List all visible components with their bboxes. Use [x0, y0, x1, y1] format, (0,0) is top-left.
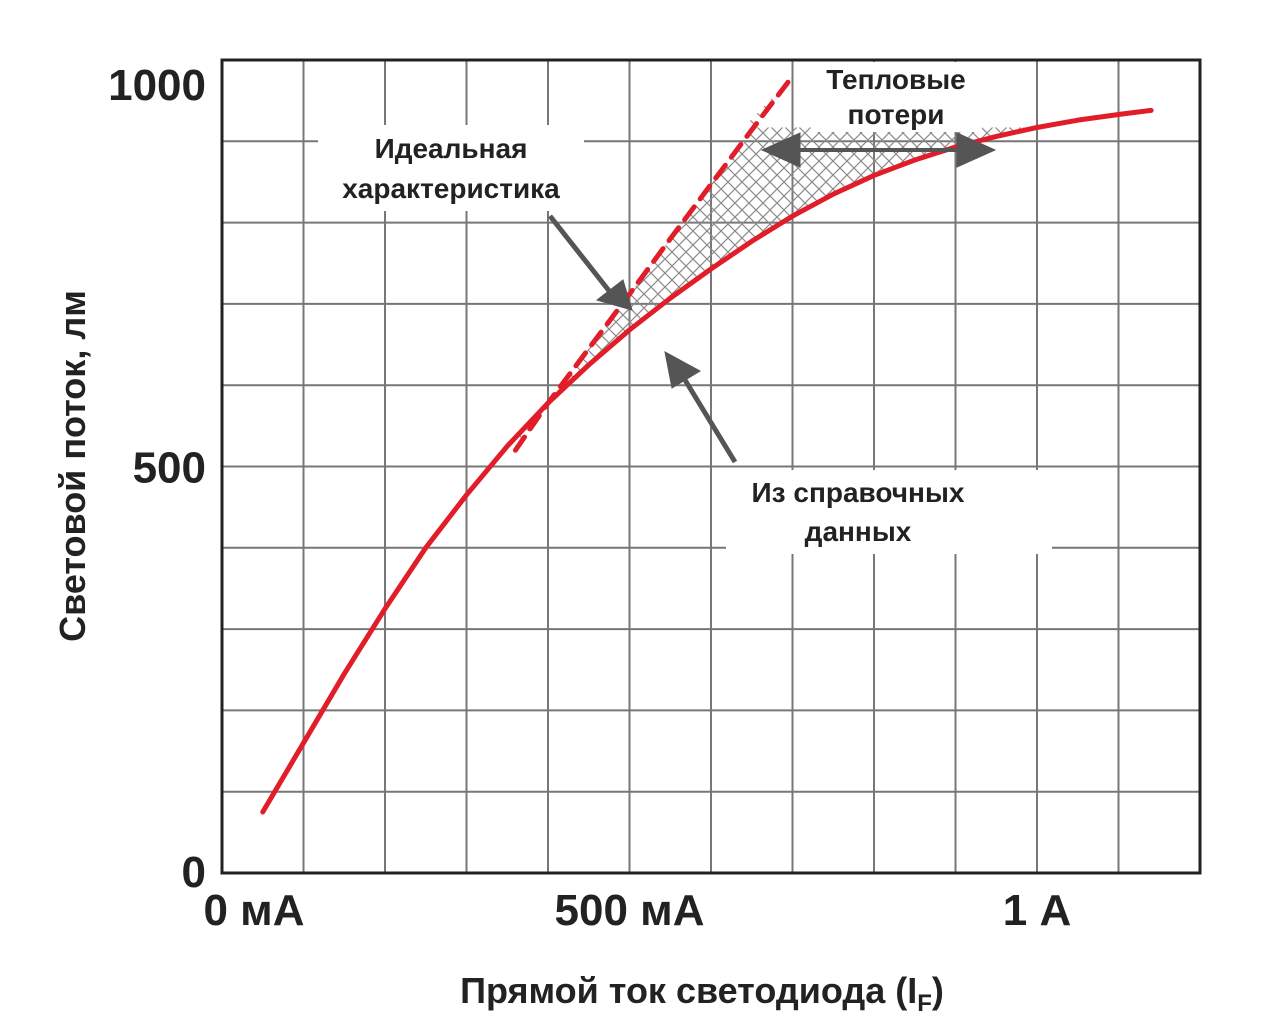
thermal-label-line1: Тепловые — [826, 64, 965, 95]
datasheet-label-bg — [726, 470, 1052, 554]
arrows — [548, 132, 997, 464]
thermal-loss-area — [515, 76, 1037, 451]
datasheet-label-line1: Из справочных — [752, 477, 965, 508]
thermal-label-bg — [812, 62, 982, 132]
x-axis-title: Прямой ток светодиода (IF) — [460, 970, 944, 1014]
x-tick-label: 500 мА — [555, 886, 705, 935]
arrow-ideal-head — [595, 279, 633, 311]
arrow-datasheet-line — [682, 378, 738, 464]
arrow-thermal-head-right — [956, 132, 997, 168]
y-tick-label: 0 — [182, 848, 206, 897]
y-tick-label: 500 — [133, 444, 206, 493]
datasheet-label-line2: данных — [805, 516, 912, 547]
x-tick-label: 0 мА — [203, 886, 304, 935]
thermal-label-line2: потери — [848, 99, 945, 130]
y-axis-title: Световой поток, лм — [52, 290, 93, 642]
arrow-ideal-line — [548, 214, 612, 294]
arrow-thermal-head-left — [760, 132, 801, 168]
ticks-layer: 0 мА 500 мА 1 А 0 500 1000 — [108, 61, 1071, 935]
x-axis-title-sub: F — [917, 990, 932, 1014]
ideal-label-line1: Идеальная — [375, 133, 528, 164]
arrow-datasheet-head — [664, 351, 702, 389]
ideal-label-line2: характеристика — [342, 173, 560, 204]
y-tick-label: 1000 — [108, 61, 206, 110]
x-axis-title-main: Прямой ток светодиода (I — [460, 970, 917, 1011]
series-layer — [260, 73, 1154, 815]
x-axis-title-close: ) — [932, 970, 944, 1011]
plot-frame — [220, 58, 1202, 875]
ideal-curve — [512, 73, 795, 453]
ideal-label-bg — [318, 125, 584, 211]
x-tick-label: 1 А — [1003, 886, 1071, 935]
